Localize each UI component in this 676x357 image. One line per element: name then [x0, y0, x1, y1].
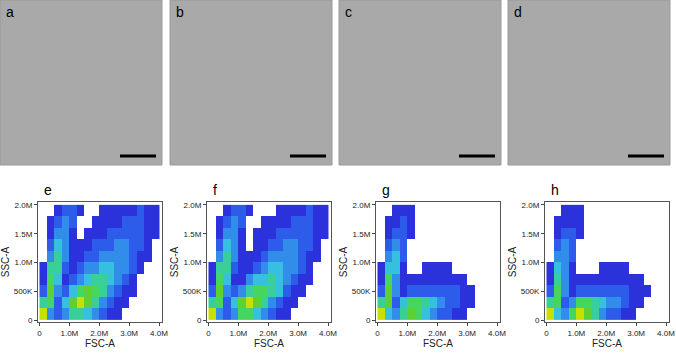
svg-text:b: b	[176, 4, 184, 20]
svg-text:1.0M: 1.0M	[60, 329, 78, 338]
svg-text:FSC-A: FSC-A	[592, 338, 622, 349]
svg-text:2.0M: 2.0M	[597, 329, 615, 338]
svg-text:3.0M: 3.0M	[120, 329, 138, 338]
svg-text:1.5M: 1.5M	[522, 230, 540, 239]
svg-text:0: 0	[535, 316, 540, 325]
svg-text:2.0M: 2.0M	[522, 201, 540, 210]
svg-text:0: 0	[206, 329, 211, 338]
svg-text:500K: 500K	[521, 287, 540, 296]
svg-text:4.0M: 4.0M	[488, 329, 506, 338]
svg-text:0: 0	[544, 329, 549, 338]
svg-text:0: 0	[197, 316, 202, 325]
svg-text:0: 0	[37, 329, 42, 338]
svg-text:SSC-A: SSC-A	[507, 246, 518, 277]
svg-text:1.0M: 1.0M	[229, 329, 247, 338]
svg-text:2.0M: 2.0M	[15, 201, 33, 210]
svg-text:c: c	[345, 4, 352, 20]
svg-text:4.0M: 4.0M	[150, 329, 168, 338]
svg-text:FSC-A: FSC-A	[85, 338, 115, 349]
svg-text:4.0M: 4.0M	[657, 329, 675, 338]
svg-text:1.0M: 1.0M	[522, 258, 540, 267]
svg-text:1.5M: 1.5M	[184, 230, 202, 239]
svg-text:a: a	[6, 4, 14, 20]
svg-text:500K: 500K	[14, 287, 33, 296]
svg-text:500K: 500K	[352, 287, 371, 296]
svg-text:FSC-A: FSC-A	[254, 338, 284, 349]
svg-text:4.0M: 4.0M	[319, 329, 337, 338]
svg-text:1.0M: 1.0M	[184, 258, 202, 267]
svg-text:1.5M: 1.5M	[353, 230, 371, 239]
svg-text:0: 0	[366, 316, 371, 325]
svg-text:2.0M: 2.0M	[353, 201, 371, 210]
svg-text:2.0M: 2.0M	[90, 329, 108, 338]
svg-text:f: f	[213, 182, 217, 198]
svg-text:2.0M: 2.0M	[428, 329, 446, 338]
svg-text:2.0M: 2.0M	[184, 201, 202, 210]
svg-text:3.0M: 3.0M	[627, 329, 645, 338]
svg-text:SSC-A: SSC-A	[338, 246, 349, 277]
svg-text:h: h	[551, 182, 559, 198]
svg-text:SSC-A: SSC-A	[169, 246, 180, 277]
svg-text:1.5M: 1.5M	[15, 230, 33, 239]
svg-text:1.0M: 1.0M	[567, 329, 585, 338]
svg-text:0: 0	[28, 316, 33, 325]
svg-text:3.0M: 3.0M	[289, 329, 307, 338]
svg-text:3.0M: 3.0M	[458, 329, 476, 338]
svg-text:1.0M: 1.0M	[15, 258, 33, 267]
svg-text:e: e	[44, 182, 52, 198]
svg-text:500K: 500K	[183, 287, 202, 296]
svg-text:2.0M: 2.0M	[259, 329, 277, 338]
svg-text:g: g	[382, 182, 390, 198]
svg-text:SSC-A: SSC-A	[0, 246, 11, 277]
svg-text:1.0M: 1.0M	[353, 258, 371, 267]
svg-text:d: d	[514, 4, 522, 20]
svg-text:0: 0	[375, 329, 380, 338]
svg-text:FSC-A: FSC-A	[423, 338, 453, 349]
svg-text:1.0M: 1.0M	[398, 329, 416, 338]
